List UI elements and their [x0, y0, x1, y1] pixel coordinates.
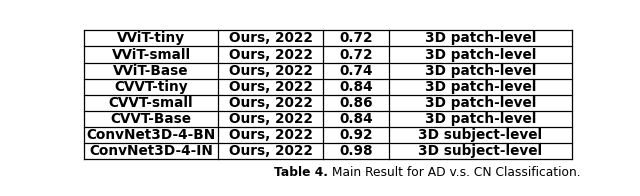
Text: ConvNet3D-4-IN: ConvNet3D-4-IN: [89, 144, 213, 158]
Text: 3D subject-level: 3D subject-level: [419, 144, 543, 158]
Text: 0.98: 0.98: [339, 144, 373, 158]
Text: ConvNet3D-4-BN: ConvNet3D-4-BN: [86, 128, 216, 142]
Text: 3D patch-level: 3D patch-level: [425, 96, 536, 110]
Text: Ours, 2022: Ours, 2022: [228, 96, 312, 110]
Text: Ours, 2022: Ours, 2022: [228, 48, 312, 62]
Bar: [84, 30, 572, 160]
Text: 3D subject-level: 3D subject-level: [419, 128, 543, 142]
Text: Ours, 2022: Ours, 2022: [228, 80, 312, 94]
Text: 0.72: 0.72: [339, 31, 373, 45]
Text: 0.84: 0.84: [339, 80, 373, 94]
Text: VViT-small: VViT-small: [111, 48, 191, 62]
Text: 0.84: 0.84: [339, 112, 373, 126]
Text: CVVT-Base: CVVT-Base: [111, 112, 191, 126]
Text: 0.92: 0.92: [339, 128, 373, 142]
Text: Ours, 2022: Ours, 2022: [228, 31, 312, 45]
Text: Ours, 2022: Ours, 2022: [228, 144, 312, 158]
Text: 0.86: 0.86: [339, 96, 373, 110]
Text: CVVT-small: CVVT-small: [109, 96, 193, 110]
Text: CVVT-tiny: CVVT-tiny: [115, 80, 188, 94]
Text: 3D patch-level: 3D patch-level: [425, 31, 536, 45]
Text: 0.74: 0.74: [339, 64, 373, 78]
Text: 0.72: 0.72: [339, 48, 373, 62]
Text: Main Result for AD v.s. CN Classification.: Main Result for AD v.s. CN Classificatio…: [328, 166, 580, 179]
Text: 3D patch-level: 3D patch-level: [425, 48, 536, 62]
Text: 3D patch-level: 3D patch-level: [425, 80, 536, 94]
Text: Ours, 2022: Ours, 2022: [228, 128, 312, 142]
Text: VViT-Base: VViT-Base: [113, 64, 189, 78]
Text: Ours, 2022: Ours, 2022: [228, 64, 312, 78]
Text: 3D patch-level: 3D patch-level: [425, 64, 536, 78]
Text: 3D patch-level: 3D patch-level: [425, 112, 536, 126]
Text: VViT-tiny: VViT-tiny: [117, 31, 185, 45]
Text: Ours, 2022: Ours, 2022: [228, 112, 312, 126]
Text: Table 4.: Table 4.: [274, 166, 328, 179]
